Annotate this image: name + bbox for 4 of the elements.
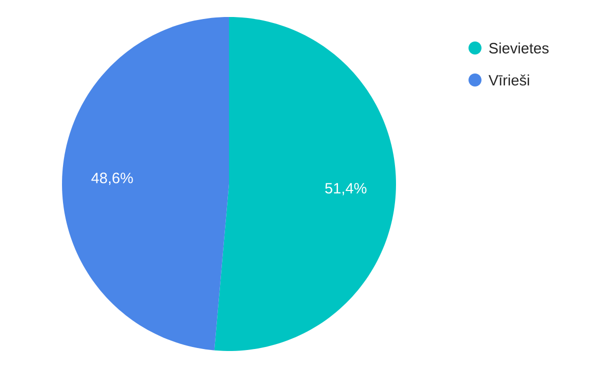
data-label: 48,6%	[91, 172, 133, 186]
data-label: 51,4%	[325, 183, 366, 196]
legend-label: Sievietes	[489, 42, 549, 54]
legend-label: Vīrieši	[488, 74, 530, 86]
